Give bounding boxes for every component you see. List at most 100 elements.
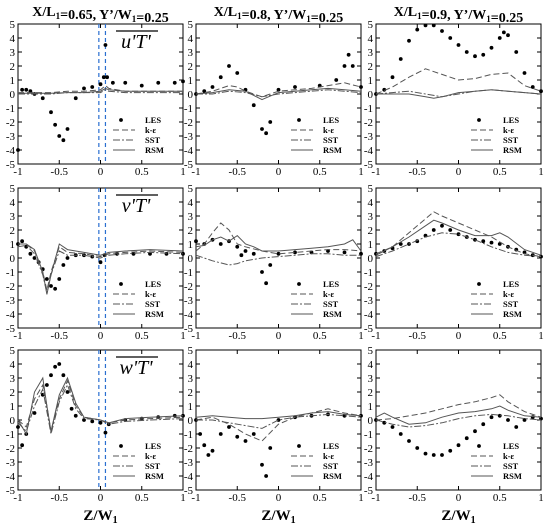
x-tick-label: 1	[180, 166, 186, 178]
y-tick-label: -1	[6, 267, 15, 279]
les-point	[481, 422, 486, 427]
les-point	[98, 420, 103, 425]
les-point	[415, 27, 420, 32]
y-tick-label: -3	[6, 295, 16, 307]
y-tick-label: 4	[368, 197, 374, 209]
les-point	[210, 85, 215, 89]
les-point	[218, 242, 223, 246]
les-point	[456, 232, 461, 237]
les-point	[16, 425, 20, 429]
les-point	[440, 223, 444, 228]
les-point	[115, 251, 119, 256]
x-axis-label-1: Z/W1	[83, 508, 117, 526]
column-titles: X/L1=0.65, Y’/W1=0.25 X/L1=0.8, Y’/W1=0.2…	[32, 5, 523, 26]
series-sst-line	[17, 244, 184, 294]
les-point	[123, 80, 128, 85]
series-rsm-line	[375, 219, 542, 256]
les-point	[105, 75, 109, 80]
legend-label: k-ε	[503, 125, 515, 135]
y-tick-label: -4	[364, 145, 374, 157]
series-sst-line	[196, 89, 362, 98]
series-sst-line	[375, 413, 542, 428]
legend-label: RSM	[145, 309, 164, 319]
y-tick-label: 1	[10, 401, 16, 413]
les-point	[40, 96, 45, 101]
legend-label: LES	[145, 441, 161, 451]
series-sst-line	[195, 253, 361, 266]
les-point	[293, 85, 297, 89]
series-sst-line	[17, 383, 184, 435]
les-point	[431, 228, 436, 232]
les-point	[28, 251, 33, 256]
y-tick-label: -1	[364, 267, 373, 279]
x-tick-label: -0.5	[229, 330, 247, 342]
les-point	[293, 250, 297, 255]
y-tick-label: 3	[368, 211, 374, 223]
les-point	[53, 122, 58, 127]
x-tick-label: 0	[276, 166, 282, 178]
x-tick-label: -0.5	[51, 166, 69, 178]
legend-label: RSM	[503, 471, 522, 481]
les-point	[181, 79, 185, 84]
les-point	[268, 120, 273, 124]
les-point	[276, 87, 281, 92]
y-tick-label: -1	[6, 429, 15, 441]
legend-label: k-ε	[323, 125, 335, 135]
y-tick-label: 0	[368, 415, 374, 427]
legend-label: LES	[323, 441, 339, 451]
les-point	[489, 415, 494, 420]
les-point	[514, 50, 519, 54]
les-point	[235, 71, 240, 75]
y-tick-label: 2	[188, 387, 194, 399]
les-point	[423, 23, 428, 28]
y-tick-label: -2	[364, 117, 373, 129]
les-point	[473, 54, 477, 59]
les-point	[342, 64, 347, 68]
x-tick-label: -0.5	[51, 330, 69, 342]
legend-les-marker	[477, 282, 481, 286]
y-tick-label: -4	[184, 471, 194, 483]
x-tick-label: -1	[13, 166, 22, 178]
x-tick-label: 0	[98, 492, 104, 504]
les-point	[194, 239, 198, 244]
y-tick-label: 5	[368, 345, 374, 357]
x-tick-label: 0	[276, 330, 282, 342]
les-point	[440, 453, 444, 457]
series-k-line	[17, 379, 184, 432]
x-tick-label: -1	[13, 330, 22, 342]
x-tick-label: -0.5	[229, 492, 247, 504]
series-k-line	[375, 211, 542, 258]
y-tick-label: -2	[184, 443, 193, 455]
y-tick-label: -5	[364, 323, 374, 335]
les-point	[390, 75, 395, 80]
y-tick-label: -1	[184, 429, 193, 441]
y-tick-label: 0	[188, 89, 194, 101]
les-point	[57, 362, 62, 366]
les-point	[82, 418, 86, 422]
les-point	[276, 251, 281, 256]
les-point	[497, 242, 502, 246]
les-point	[65, 127, 70, 131]
x-tick-label: -1	[191, 330, 200, 342]
les-point	[398, 57, 403, 61]
legend-label: SST	[323, 461, 338, 471]
y-tick-label: 3	[188, 47, 194, 59]
les-point	[24, 87, 29, 92]
x-axis-label-2: Z/W1	[261, 508, 295, 526]
x-tick-label: 0	[456, 492, 462, 504]
les-point	[32, 411, 37, 415]
les-point	[423, 451, 428, 456]
x-tick-label: -0.5	[409, 166, 427, 178]
variable-label: w'T'	[119, 357, 153, 379]
x-tick-label: 1	[358, 330, 364, 342]
x-tick-label: -1	[371, 166, 380, 178]
y-tick-label: 0	[10, 253, 16, 265]
les-point	[198, 432, 203, 436]
les-point	[260, 270, 264, 274]
series-sst-line	[196, 413, 362, 429]
legend-label: RSM	[145, 145, 164, 155]
